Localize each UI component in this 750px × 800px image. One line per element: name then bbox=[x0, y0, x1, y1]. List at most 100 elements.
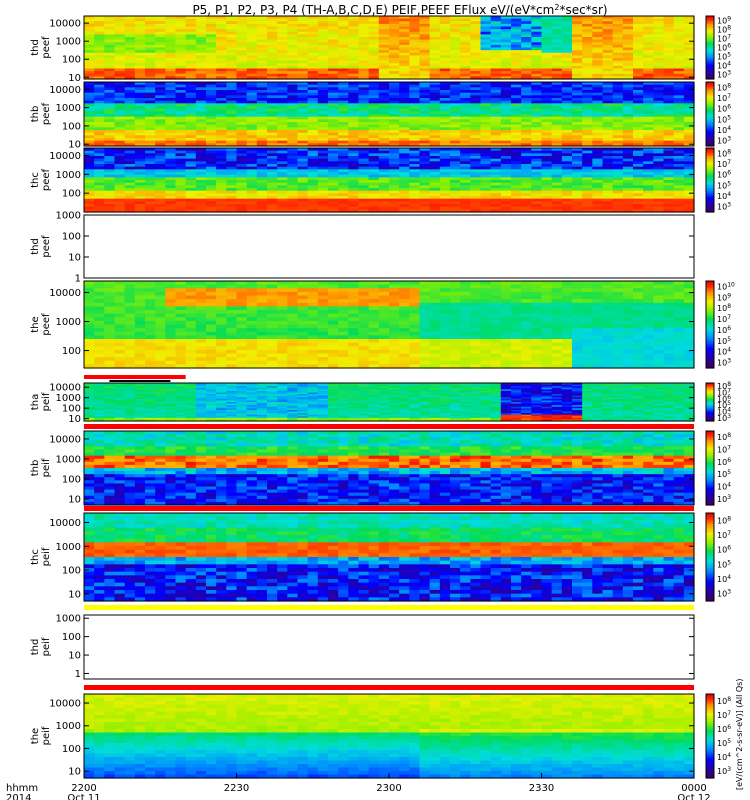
spectrogram-cell bbox=[277, 349, 288, 355]
spectrogram-cell bbox=[470, 201, 482, 205]
spectrogram-cell bbox=[582, 143, 593, 147]
spectrogram-cell bbox=[439, 201, 451, 205]
spectrogram-cell bbox=[348, 172, 360, 176]
spectrogram-cell bbox=[246, 174, 258, 178]
spectrogram-cell bbox=[633, 132, 644, 136]
spectrogram-cell bbox=[195, 63, 207, 67]
spectrogram-cell bbox=[226, 37, 238, 41]
spectrogram-cell bbox=[602, 71, 614, 75]
spectrogram-cell bbox=[165, 143, 177, 147]
spectrogram-cell bbox=[297, 346, 309, 351]
ytick-label: 10000 bbox=[49, 85, 81, 96]
spectrogram-cell bbox=[460, 135, 471, 139]
spectrogram-cell bbox=[511, 21, 522, 25]
spectrogram-cell bbox=[429, 55, 441, 59]
spectrogram-cell bbox=[236, 306, 248, 311]
spectrogram-cell bbox=[307, 116, 319, 120]
spectrogram-cell bbox=[328, 26, 339, 30]
spectrogram-cell bbox=[297, 177, 309, 181]
spectrogram-cell bbox=[460, 114, 471, 118]
spectrogram-cell bbox=[185, 50, 197, 54]
spectrogram-cell bbox=[317, 55, 329, 59]
spectrogram-cell bbox=[521, 174, 532, 178]
spectrogram-cell bbox=[348, 44, 360, 49]
spectrogram-cell bbox=[226, 339, 238, 344]
spectrogram-cell bbox=[84, 177, 95, 181]
spectrogram-cell bbox=[114, 169, 126, 173]
spectrogram-cell bbox=[124, 127, 136, 131]
spectrogram-cell bbox=[633, 138, 644, 142]
spectrogram-cell bbox=[104, 73, 116, 77]
spectrogram-cell bbox=[541, 172, 553, 176]
spectrogram-cell bbox=[338, 71, 349, 75]
spectrogram-cell bbox=[622, 52, 634, 56]
spectrogram-cell bbox=[572, 29, 583, 33]
spectrogram-cell bbox=[246, 119, 258, 123]
spectrogram-cell bbox=[277, 313, 288, 318]
spectrogram-cell bbox=[633, 84, 644, 88]
spectrogram-cell bbox=[84, 201, 95, 205]
spectrogram-cell bbox=[602, 122, 614, 126]
spectrogram-cell bbox=[541, 127, 553, 131]
spectrogram-cell bbox=[216, 299, 227, 304]
spectrogram-cell bbox=[155, 357, 166, 362]
spectrogram-cell bbox=[541, 161, 553, 165]
spectrogram-cell bbox=[256, 188, 268, 192]
spectrogram-cell bbox=[124, 295, 136, 300]
spectrogram-cell bbox=[216, 63, 227, 67]
spectrogram-cell bbox=[683, 31, 695, 35]
spectrogram-cell bbox=[297, 281, 309, 286]
spectrogram-cell bbox=[277, 324, 288, 329]
spectrogram-cell bbox=[622, 73, 634, 77]
spectrogram-cell bbox=[134, 124, 146, 128]
spectrogram-cell bbox=[84, 29, 95, 33]
spectrogram-cell bbox=[277, 174, 288, 178]
spectrogram-cell bbox=[633, 52, 644, 56]
spectrogram-cell bbox=[175, 127, 187, 131]
spectrogram-cell bbox=[511, 172, 522, 176]
spectrogram-cell bbox=[328, 18, 339, 22]
spectrogram-cell bbox=[673, 50, 685, 54]
spectrogram-cell bbox=[511, 84, 522, 88]
spectrogram-cell bbox=[114, 130, 126, 134]
spectrogram-cell bbox=[104, 37, 116, 41]
spectrogram-cell bbox=[94, 60, 105, 64]
spectrogram-cell bbox=[500, 98, 512, 102]
spectrogram-cell bbox=[480, 138, 492, 142]
spectrogram-cell bbox=[622, 116, 634, 120]
ytick-label: 1000 bbox=[56, 211, 81, 222]
spectrogram-cell bbox=[216, 37, 227, 41]
spectrogram-cell bbox=[185, 185, 197, 189]
spectrogram-cell bbox=[246, 148, 258, 152]
spectrogram-cell bbox=[378, 116, 390, 120]
spectrogram-cell bbox=[612, 98, 624, 102]
spectrogram-cell bbox=[124, 209, 136, 213]
spectrogram-cell bbox=[338, 313, 349, 318]
spectrogram-cell bbox=[368, 65, 380, 70]
spectrogram-cell bbox=[317, 16, 329, 20]
spectrogram-cell bbox=[216, 21, 227, 25]
spectrogram-cell bbox=[104, 71, 116, 75]
spectrogram-cell bbox=[551, 37, 563, 41]
spectrogram-cell bbox=[531, 26, 543, 30]
spectrogram-cell bbox=[84, 306, 95, 311]
spectrogram-cell bbox=[84, 342, 95, 347]
spectrogram-cell bbox=[551, 47, 563, 51]
spectrogram-cell bbox=[175, 198, 187, 202]
spectrogram-cell bbox=[155, 127, 166, 131]
spectrogram-cell bbox=[419, 100, 431, 104]
spectrogram-cell bbox=[287, 92, 299, 96]
spectrogram-cell bbox=[287, 190, 299, 194]
spectrogram-cell bbox=[185, 47, 197, 51]
spectrogram-cell bbox=[338, 130, 349, 134]
spectrogram-cell bbox=[368, 140, 380, 144]
spectrogram-cell bbox=[317, 135, 329, 139]
spectrogram-cell bbox=[633, 42, 644, 46]
spectrogram-cell bbox=[145, 196, 156, 200]
spectrogram-cell bbox=[195, 185, 207, 189]
spectrogram-cell bbox=[490, 127, 502, 131]
spectrogram-cell bbox=[531, 150, 543, 154]
spectrogram-cell bbox=[155, 98, 166, 102]
spectrogram-cell bbox=[602, 100, 614, 104]
spectrogram-cell bbox=[419, 29, 431, 33]
